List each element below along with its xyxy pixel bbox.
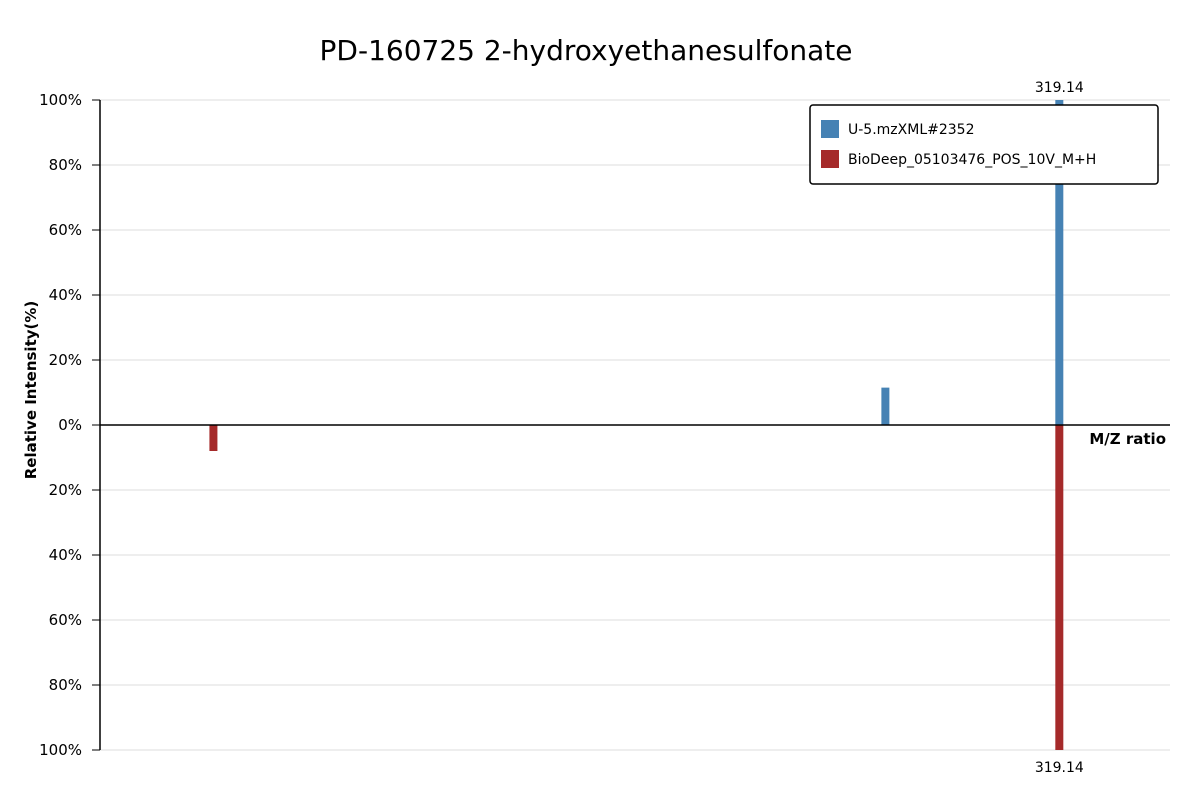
peak-bar-reference bbox=[209, 425, 218, 451]
axes bbox=[99, 100, 1170, 750]
y-tick-label: 100% bbox=[39, 91, 82, 109]
peak-bar-reference bbox=[1055, 425, 1064, 750]
legend-label-series-1: U-5.mzXML#2352 bbox=[848, 122, 974, 138]
y-tick-label: 40% bbox=[49, 546, 82, 564]
peak-label: 319.14 bbox=[1035, 80, 1084, 96]
x-axis-title: M/Z ratio bbox=[1089, 430, 1166, 448]
y-tick-label: 80% bbox=[49, 676, 82, 694]
chart-title: PD-160725 2-hydroxyethanesulfonate bbox=[320, 34, 853, 67]
peak-labels: 319.14 319.14 bbox=[1035, 80, 1084, 776]
legend-swatch-series-2 bbox=[821, 150, 839, 168]
y-ticks: 0% 20% 40% 60% 80% 100% 20% 40% 60% 80% 100% bbox=[39, 91, 100, 759]
y-tick-label: 20% bbox=[49, 481, 82, 499]
y-tick-label: 60% bbox=[49, 221, 82, 239]
peak-bar-query bbox=[881, 387, 890, 425]
y-tick-label: 60% bbox=[49, 611, 82, 629]
y-tick-label: 40% bbox=[49, 286, 82, 304]
legend-swatch-series-1 bbox=[821, 120, 839, 138]
peak-label: 319.14 bbox=[1035, 760, 1084, 776]
legend: U-5.mzXML#2352 BioDeep_05103476_POS_10V_… bbox=[809, 104, 1159, 185]
y-axis-title: Relative Intensity(%) bbox=[22, 301, 40, 480]
legend-box bbox=[809, 104, 1159, 185]
gridlines bbox=[100, 99, 1170, 751]
y-tick-label: 20% bbox=[49, 351, 82, 369]
peaks bbox=[209, 100, 1064, 750]
peak-bar-query bbox=[1055, 100, 1064, 425]
y-tick-label: 80% bbox=[49, 156, 82, 174]
y-tick-label: 0% bbox=[58, 416, 82, 434]
legend-label-series-2: BioDeep_05103476_POS_10V_M+H bbox=[848, 152, 1096, 168]
y-tick-label: 100% bbox=[39, 741, 82, 759]
